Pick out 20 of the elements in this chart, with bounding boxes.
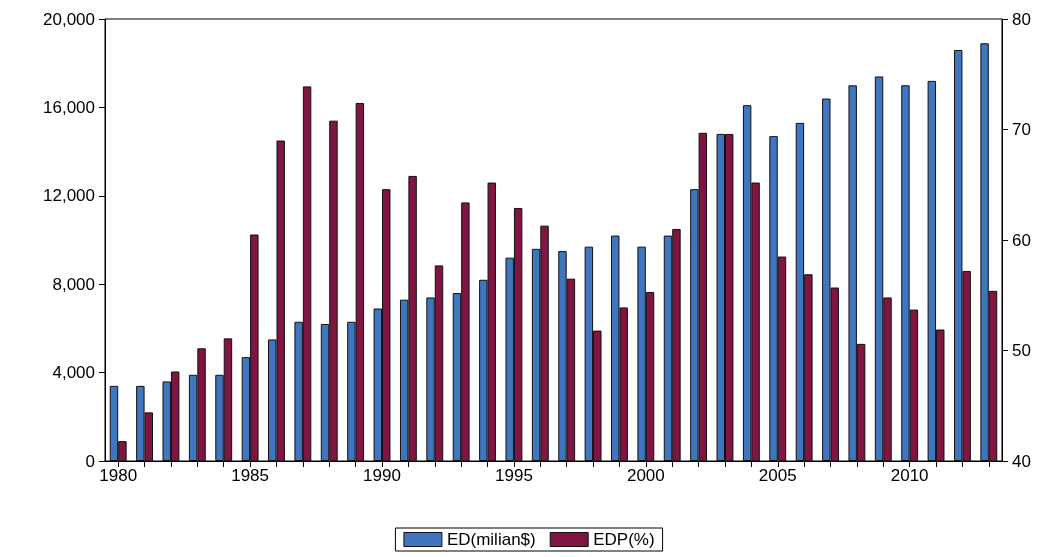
x-tick-label: 1985	[231, 466, 270, 485]
y2-tick-label: 80	[1012, 9, 1031, 29]
x-tick-label: 2005	[758, 466, 797, 485]
y-tick-label: 0	[85, 451, 95, 471]
x-tick-label: 2000	[626, 466, 665, 485]
y2-tick-label: 50	[1012, 341, 1031, 360]
y2-tick-label: 70	[1012, 120, 1031, 139]
x-tick-label: 1980	[99, 466, 138, 485]
y-tick-label: 4,000	[52, 363, 95, 383]
y-tick-label: 20,000	[43, 9, 95, 29]
x-tick-label: 2010	[890, 466, 929, 485]
y2-tick-label: 60	[1012, 230, 1031, 250]
y-tick-label: 12,000	[43, 186, 95, 206]
x-tick-label: 1995	[495, 466, 533, 485]
legend-label: EDP(%)	[593, 530, 655, 549]
y2-tick-label: 40	[1012, 451, 1031, 471]
y-tick-label: 8,000	[52, 274, 95, 294]
x-tick-label: 1990	[363, 466, 401, 485]
y-tick-label: 16,000	[43, 97, 95, 117]
legend-label: ED(milian$)	[446, 530, 536, 549]
